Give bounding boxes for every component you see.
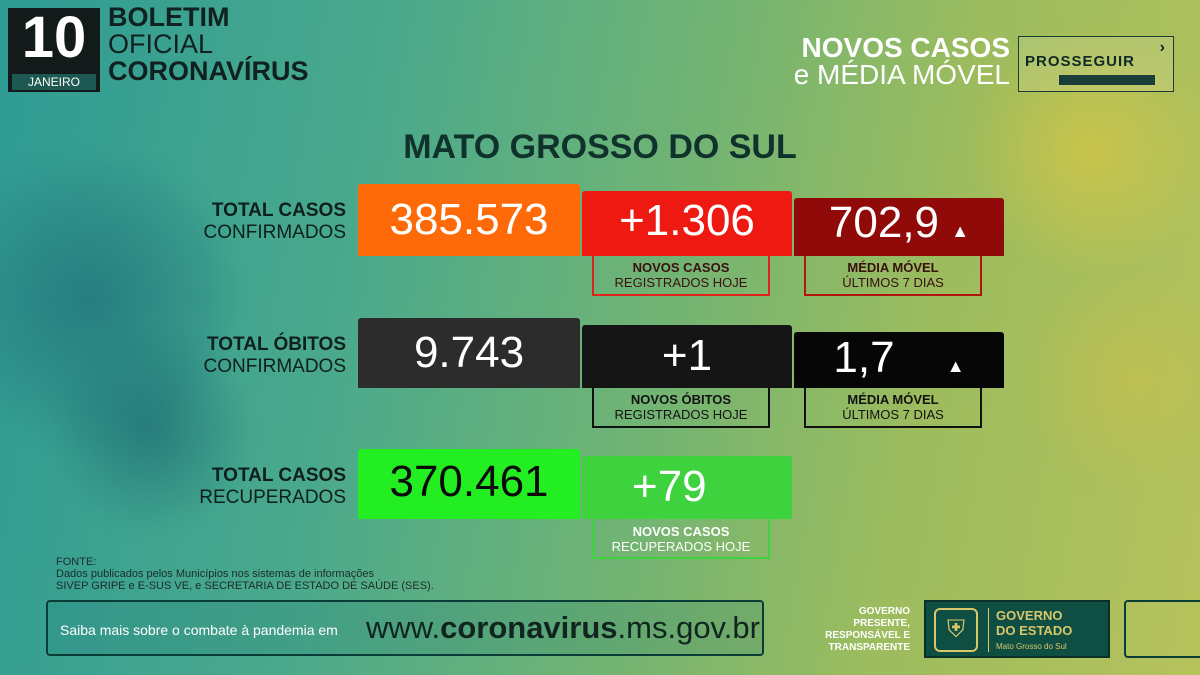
deaths-average-caption-line1: MÉDIA MÓVEL: [847, 392, 939, 407]
footer-right-frame: [1124, 600, 1200, 658]
chevron-right-icon: ›: [1159, 39, 1165, 56]
cases-row-label: TOTAL CASOS CONFIRMADOS: [150, 200, 347, 244]
recovered-new-caption-line2: RECUPERADOS HOJE: [611, 539, 751, 554]
footer-info-text: Saiba mais sobre o combate à pandemia em: [60, 622, 338, 638]
triangle-up-icon: ▲: [946, 356, 965, 376]
deaths-new-box: +1: [582, 325, 792, 388]
cases-total-value: 385.573: [389, 195, 549, 244]
recovered-new-value: +79: [632, 462, 707, 511]
date-month: JANEIRO: [12, 74, 96, 90]
government-logo-line2: DO ESTADO: [996, 623, 1073, 638]
cases-average-caption-line2: ÚLTIMOS 7 DIAS: [842, 275, 944, 290]
government-slogan: GOVERNO PRESENTE, RESPONSÁVEL E TRANSPAR…: [808, 606, 910, 654]
cases-average-caption: MÉDIA MÓVEL ÚLTIMOS 7 DIAS: [804, 256, 982, 296]
deaths-total-box: 9.743: [358, 318, 580, 388]
cases-new-caption-line1: NOVOS CASOS: [632, 260, 730, 275]
government-slogan-line4: TRANSPARENTE: [828, 642, 910, 653]
deaths-average-caption-line2: ÚLTIMOS 7 DIAS: [842, 407, 944, 422]
cases-label-line2: CONFIRMADOS: [203, 222, 347, 243]
deaths-total-value: 9.743: [413, 328, 525, 377]
bulletin-title: BOLETIM OFICIAL CORONAVÍRUS: [108, 4, 309, 85]
website-link-suffix: .ms.gov.br: [617, 610, 760, 645]
deaths-new-caption: NOVOS ÓBITOS REGISTRADOS HOJE: [592, 388, 770, 428]
deaths-label-line1: TOTAL ÓBITOS: [207, 334, 346, 355]
bulletin-title-line1: BOLETIM: [108, 2, 230, 32]
government-logo-line1: GOVERNO: [996, 608, 1063, 623]
government-logo-title: GOVERNO DO ESTADO: [996, 608, 1072, 638]
cases-average-caption-line1: MÉDIA MÓVEL: [847, 260, 939, 275]
recovered-label-line2: RECUPERADOS: [199, 487, 346, 508]
recovered-total-box: 370.461: [358, 449, 580, 519]
logo-divider: [988, 608, 989, 652]
cases-new-box: +1.306: [582, 191, 792, 256]
government-logo: ⛨ GOVERNO DO ESTADO Mato Grosso do Sul: [924, 600, 1110, 658]
source-note: FONTE: Dados publicados pelos Municípios…: [56, 556, 434, 592]
header-subtitle-line1: NOVOS CASOS: [801, 32, 1010, 63]
header-subtitle-line2: e MÉDIA MÓVEL: [793, 59, 1010, 90]
website-link-domain: coronavirus: [440, 610, 618, 645]
source-note-line3: SIVEP GRIPE e E-SUS VE, e SECRETARIA DE …: [56, 580, 434, 592]
deaths-average-caption: MÉDIA MÓVEL ÚLTIMOS 7 DIAS: [804, 388, 982, 428]
recovered-new-caption: NOVOS CASOS RECUPERADOS HOJE: [592, 519, 770, 559]
prosseguir-logo-text: PROSSEGUIR: [1025, 53, 1136, 70]
deaths-average-box: 1,7 ▲: [794, 332, 1004, 388]
deaths-average-value: 1,7: [833, 333, 895, 382]
bulletin-title-line3: CORONAVÍRUS: [108, 56, 309, 86]
source-note-line1: FONTE:: [56, 556, 97, 568]
deaths-new-caption-line1: NOVOS ÓBITOS: [630, 392, 732, 407]
bulletin-title-line2: OFICIAL: [108, 29, 214, 59]
date-day: 10: [21, 5, 87, 70]
triangle-up-icon: ▲: [951, 221, 970, 241]
cases-new-caption-line2: REGISTRADOS HOJE: [614, 275, 748, 290]
deaths-label-line2: CONFIRMADOS: [203, 356, 347, 377]
recovered-row-label: TOTAL CASOS RECUPERADOS: [150, 465, 346, 509]
date-badge: 10 JANEIRO: [8, 5, 100, 92]
website-link-prefix: www.: [366, 610, 441, 645]
prosseguir-logo-bar: [1059, 75, 1155, 85]
source-note-line2: Dados publicados pelos Municípios nos si…: [56, 568, 374, 580]
virus-background-shape: [1020, 260, 1200, 500]
page-title: MATO GROSSO DO SUL: [403, 128, 797, 166]
prosseguir-logo: › PROSSEGUIR: [1018, 36, 1174, 92]
website-link[interactable]: www.coronavirus.ms.gov.br: [366, 610, 760, 646]
recovered-total-value: 370.461: [389, 457, 549, 506]
footer-banner: Saiba mais sobre o combate à pandemia em…: [46, 600, 764, 656]
recovered-label-line1: TOTAL CASOS: [211, 465, 346, 486]
recovered-new-box: +79: [582, 456, 792, 519]
state-crest-icon: ⛨: [934, 608, 978, 652]
government-logo-state: Mato Grosso do Sul: [996, 642, 1067, 651]
header-subtitle: NOVOS CASOS e MÉDIA MÓVEL: [780, 32, 1010, 90]
government-slogan-line3: RESPONSÁVEL E: [825, 630, 910, 641]
government-slogan-line1: GOVERNO: [858, 606, 910, 617]
cases-label-line1: TOTAL CASOS: [211, 200, 346, 221]
deaths-new-value: +1: [661, 331, 713, 380]
cases-new-value: +1.306: [619, 196, 755, 245]
deaths-row-label: TOTAL ÓBITOS CONFIRMADOS: [150, 334, 347, 378]
deaths-new-caption-line2: REGISTRADOS HOJE: [614, 407, 748, 422]
cases-new-caption: NOVOS CASOS REGISTRADOS HOJE: [592, 256, 770, 296]
cases-average-value: 702,9: [828, 198, 940, 247]
cases-total-box: 385.573: [358, 184, 580, 256]
virus-background-shape: [40, 330, 260, 530]
cases-average-box: 702,9 ▲: [794, 198, 1004, 256]
recovered-new-caption-line1: NOVOS CASOS: [632, 524, 730, 539]
government-slogan-line2: PRESENTE,: [853, 618, 910, 629]
